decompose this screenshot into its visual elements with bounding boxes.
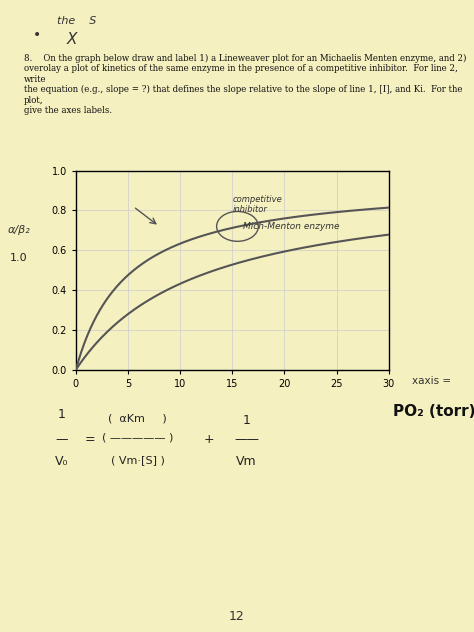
Text: ——: —— bbox=[234, 433, 259, 446]
Text: 1: 1 bbox=[58, 408, 65, 421]
Text: PO₂ (torr): PO₂ (torr) bbox=[393, 404, 474, 420]
Text: ( ————— ): ( ————— ) bbox=[102, 433, 173, 443]
Text: 1: 1 bbox=[243, 414, 250, 427]
Text: Vm: Vm bbox=[236, 455, 257, 468]
Text: 1.0: 1.0 bbox=[10, 253, 28, 262]
Text: 8.    On the graph below draw and label 1) a Lineweaver plot for an Michaelis Me: 8. On the graph below draw and label 1) … bbox=[24, 54, 466, 115]
Text: X: X bbox=[66, 32, 77, 47]
Text: 12: 12 bbox=[229, 610, 245, 623]
Text: the    S: the S bbox=[57, 16, 96, 26]
Text: α/β₂: α/β₂ bbox=[8, 226, 30, 235]
Text: •: • bbox=[33, 28, 41, 42]
Text: Mich-Menton enzyme: Mich-Menton enzyme bbox=[243, 222, 339, 231]
Text: xaxis =: xaxis = bbox=[412, 376, 452, 386]
Text: —: — bbox=[55, 433, 68, 446]
Text: competitive
inhibitor: competitive inhibitor bbox=[232, 195, 282, 214]
Text: +: + bbox=[203, 433, 214, 446]
Text: =: = bbox=[85, 433, 95, 446]
Text: V₀: V₀ bbox=[55, 455, 68, 468]
Text: (  αKm     ): ( αKm ) bbox=[108, 414, 167, 424]
Text: ( Vm·[S] ): ( Vm·[S] ) bbox=[110, 455, 164, 465]
